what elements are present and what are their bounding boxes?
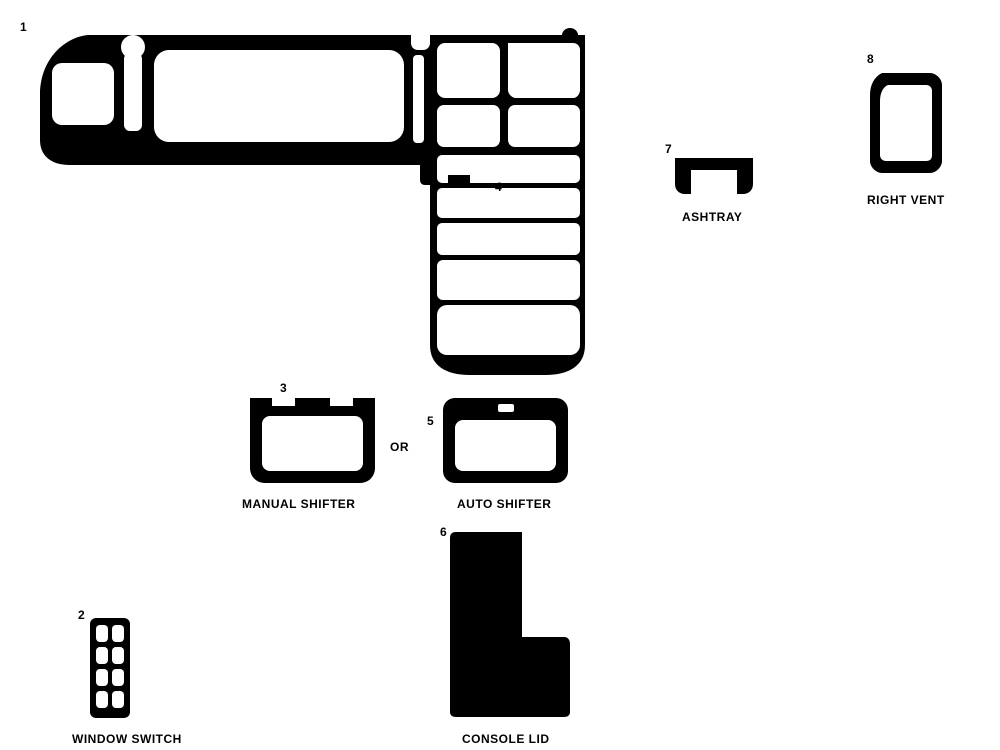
ashtray [675,158,753,196]
part-number-4: 4 [495,180,502,194]
auto-shifter [443,398,568,483]
right-vent [870,73,942,173]
part-number-5: 5 [427,414,434,428]
window-switch-label: WINDOW SWITCH [72,732,182,746]
main-dash [30,25,620,375]
main-dash-label: MAIN DASH [185,145,258,159]
window-switch [90,618,130,718]
ashtray-label: ASHTRAY [682,210,742,224]
part-number-7: 7 [665,142,672,156]
part-number-2: 2 [78,608,85,622]
right-vent-label: RIGHT VENT [867,193,945,207]
manual-shifter-label: MANUAL SHIFTER [242,497,355,511]
console-lid-label: CONSOLE LID [462,732,550,746]
or-label: OR [390,440,409,454]
part-number-8: 8 [867,52,874,66]
part-number-6: 6 [440,525,447,539]
manual-shifter [250,398,375,483]
part-number-1: 1 [20,20,27,34]
console-lid [450,532,570,717]
auto-shifter-label: AUTO SHIFTER [457,497,551,511]
part-number-3: 3 [280,381,287,395]
